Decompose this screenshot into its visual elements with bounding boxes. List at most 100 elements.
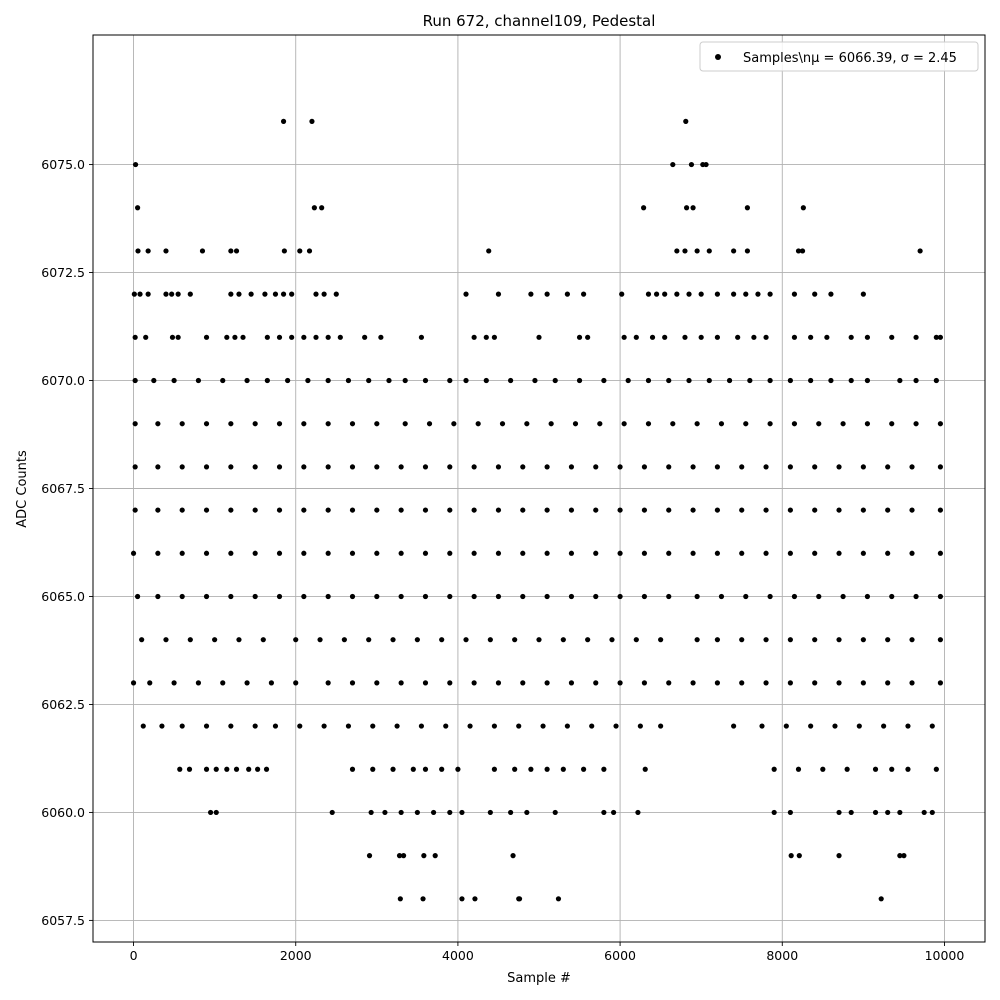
data-point [228, 550, 234, 556]
data-point [885, 507, 891, 513]
data-point [228, 291, 234, 297]
data-point [714, 334, 721, 340]
data-point [589, 723, 595, 729]
data-point [524, 809, 530, 816]
data-point [422, 550, 429, 556]
data-point [621, 334, 627, 340]
data-point [394, 723, 400, 729]
data-point [808, 334, 814, 340]
data-point [495, 593, 502, 600]
data-point [213, 809, 219, 816]
data-point [840, 421, 846, 427]
data-point [706, 377, 712, 384]
data-point [463, 291, 469, 297]
data-point [601, 809, 607, 816]
data-point [682, 334, 688, 340]
data-point [248, 291, 254, 297]
data-point [345, 377, 352, 384]
data-point [495, 550, 502, 556]
data-point [366, 637, 372, 643]
data-point [555, 896, 562, 902]
data-point [132, 377, 138, 384]
data-point [666, 377, 672, 384]
data-point [495, 464, 502, 470]
data-point [187, 637, 193, 643]
data-point [836, 550, 842, 556]
data-point [690, 550, 696, 556]
data-point [264, 377, 270, 384]
data-point [929, 723, 935, 729]
data-point [783, 723, 789, 729]
data-point [885, 637, 891, 643]
data-point [816, 593, 822, 600]
data-point [370, 766, 376, 772]
chart-title: Run 672, channel109, Pedestal [423, 12, 656, 30]
data-point [694, 593, 700, 600]
data-point [374, 680, 380, 686]
data-point [694, 421, 700, 427]
data-point [422, 680, 429, 686]
data-point [520, 593, 526, 600]
data-point [203, 507, 210, 513]
data-point [329, 809, 335, 816]
data-point [232, 334, 238, 340]
data-point [836, 853, 842, 859]
data-point [155, 593, 161, 600]
data-point [207, 809, 214, 816]
data-point [617, 593, 623, 600]
data-point [666, 464, 672, 470]
data-point [276, 593, 283, 600]
data-point [471, 334, 477, 340]
data-point [475, 421, 481, 427]
data-point [508, 809, 514, 816]
data-point [937, 334, 944, 340]
data-point [601, 377, 607, 384]
data-point [483, 377, 489, 384]
data-point [349, 593, 356, 600]
data-point [471, 680, 477, 686]
y-tick-label: 6070.0 [41, 373, 85, 388]
data-point [743, 291, 749, 297]
data-point [581, 766, 587, 772]
data-point [933, 766, 939, 772]
data-point [601, 766, 607, 772]
y-tick-label: 6075.0 [41, 157, 85, 172]
data-point [771, 766, 777, 772]
data-point [132, 334, 138, 340]
data-point [447, 593, 453, 600]
data-point [451, 421, 457, 427]
data-point [787, 464, 793, 470]
data-point [430, 809, 437, 816]
data-point [791, 291, 798, 297]
data-point [913, 334, 919, 340]
data-point [131, 291, 137, 297]
data-point [572, 421, 579, 427]
data-point [246, 766, 252, 772]
data-point [447, 680, 453, 686]
data-point [293, 680, 299, 686]
data-point [139, 637, 145, 643]
data-points [130, 118, 944, 902]
data-point [171, 377, 177, 384]
data-point [512, 766, 518, 772]
data-point [937, 637, 944, 643]
data-point [224, 766, 230, 772]
data-point [536, 334, 542, 340]
data-point [398, 464, 404, 470]
data-point [471, 464, 477, 470]
data-point [544, 680, 550, 686]
data-point [195, 680, 202, 686]
data-point [426, 421, 433, 427]
data-point [812, 680, 818, 686]
data-point [820, 766, 826, 772]
data-point [135, 248, 141, 254]
data-point [544, 593, 550, 600]
data-point [593, 680, 599, 686]
legend: Samples\nμ = 6066.39, σ = 2.45 [699, 41, 979, 72]
data-point [864, 334, 871, 340]
data-point [325, 680, 331, 686]
data-point [889, 334, 895, 340]
data-point [130, 550, 137, 556]
data-point [921, 809, 927, 816]
data-point [203, 421, 210, 427]
